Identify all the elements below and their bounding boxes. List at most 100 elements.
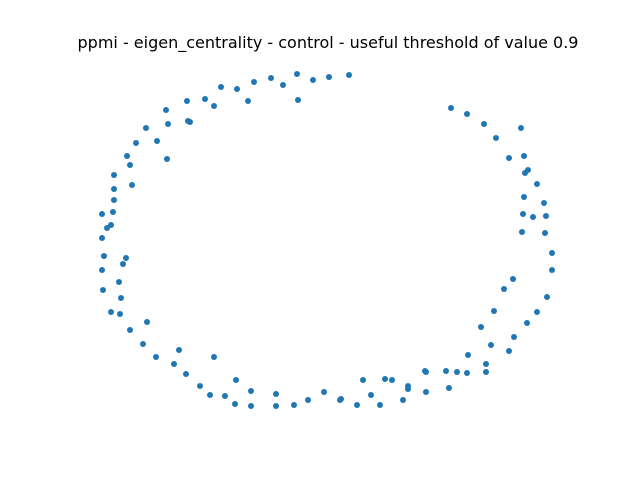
graph-node [118, 295, 124, 301]
graph-node [493, 135, 499, 141]
graph-node [176, 347, 182, 353]
graph-node [183, 371, 189, 377]
graph-node [506, 155, 512, 161]
graph-node [127, 162, 133, 168]
graph-node [218, 84, 224, 90]
graph-node [305, 397, 311, 403]
graph-node [389, 377, 395, 383]
graph-node [541, 200, 547, 206]
graph-node [549, 250, 555, 256]
graph-node [99, 267, 105, 273]
graph-node [202, 96, 208, 102]
graph-node [448, 105, 454, 111]
graph-node [400, 397, 406, 403]
graph-node [377, 402, 383, 408]
graph-node [101, 253, 107, 259]
graph-node [163, 107, 169, 113]
graph-node [368, 392, 374, 398]
graph-node [164, 156, 170, 162]
graph-node [405, 383, 411, 389]
graph-node [108, 309, 114, 315]
graph-node [144, 319, 150, 325]
graph-node [207, 392, 213, 398]
graph-node [294, 71, 300, 77]
graph-node [310, 77, 316, 83]
graph-node [530, 214, 536, 220]
graph-node [127, 327, 133, 333]
graph-node [524, 320, 530, 326]
chart-title: ppmi - eigen_centrality - control - usef… [77, 33, 579, 52]
graph-node [248, 388, 254, 394]
graph-node [140, 341, 146, 347]
graph-node [483, 361, 489, 367]
graph-node [360, 377, 366, 383]
graph-node [443, 368, 449, 374]
graph-node [501, 286, 507, 292]
graph-node [143, 125, 149, 131]
graph-node [488, 342, 494, 348]
graph-node [522, 170, 528, 176]
graph-node [99, 211, 105, 217]
graph-node [534, 309, 540, 315]
graph-node [337, 397, 343, 403]
graph-node [185, 118, 191, 124]
graph-node [234, 86, 240, 92]
graph-node [110, 209, 116, 215]
graph-node [521, 194, 527, 200]
graph-node [116, 279, 122, 285]
graph-node [111, 186, 117, 192]
graph-node [111, 172, 117, 178]
graph-node [211, 354, 217, 360]
graph-node [520, 211, 526, 217]
graph-node [295, 97, 301, 103]
graph-node [108, 222, 114, 228]
graph-node [154, 138, 160, 144]
graph-node [542, 230, 548, 236]
graph-node [321, 389, 327, 395]
graph-node [423, 389, 429, 395]
graph-node [481, 121, 487, 127]
graph-node [133, 140, 139, 146]
graph-node [544, 294, 550, 300]
graph-node [464, 370, 470, 376]
graph-node [280, 82, 286, 88]
graph-node [326, 74, 332, 80]
graph-node [123, 255, 129, 261]
graph-node [491, 308, 497, 314]
graph-node [222, 393, 228, 399]
graph-node [519, 229, 525, 235]
graph-node [99, 235, 105, 241]
graph-node [211, 103, 217, 109]
graph-node [478, 324, 484, 330]
graph-node [111, 197, 117, 203]
graph-node [518, 125, 524, 131]
graph-node [245, 98, 251, 104]
graph-node [268, 75, 274, 81]
graph-node [197, 383, 203, 389]
graph-node [483, 369, 489, 375]
graph-node [511, 334, 517, 340]
graph-node [446, 385, 452, 391]
graph-node [422, 368, 428, 374]
graph-node [153, 354, 159, 360]
graph-node [120, 261, 126, 267]
graph-node [129, 182, 135, 188]
graph-node [465, 352, 471, 358]
graph-node [549, 267, 555, 273]
graph-node [273, 403, 279, 409]
graph-node [273, 391, 279, 397]
graph-node [165, 121, 171, 127]
graph-node [464, 111, 470, 117]
graph-node [354, 402, 360, 408]
graph-node [291, 402, 297, 408]
graph-node [124, 153, 130, 159]
graph-node [171, 361, 177, 367]
graph-node [534, 181, 540, 187]
graph-node [543, 213, 549, 219]
graph-node [251, 79, 257, 85]
graph-node [346, 72, 352, 78]
graph-node [233, 377, 239, 383]
graph-node [117, 311, 123, 317]
